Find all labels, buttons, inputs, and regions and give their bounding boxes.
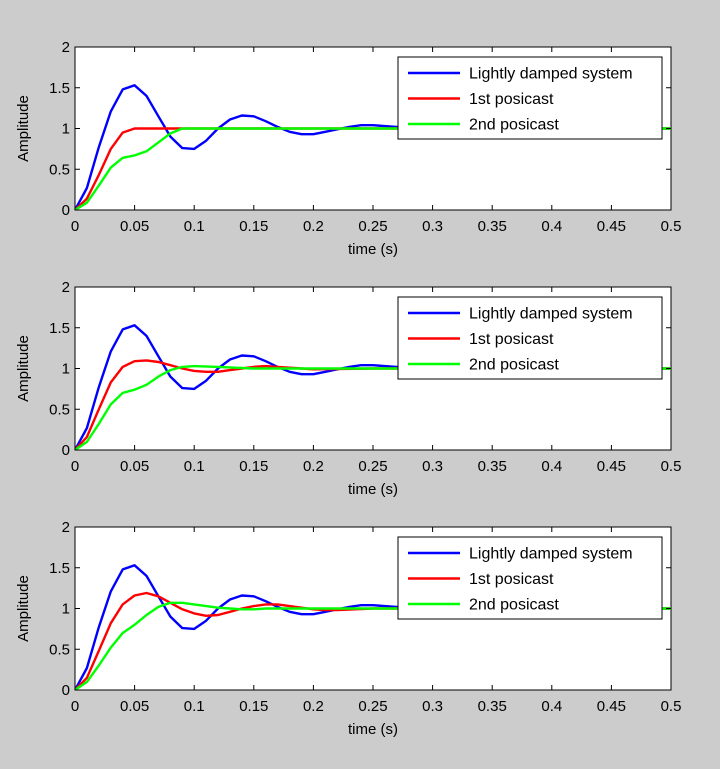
- x-tick-label: 0.25: [358, 458, 387, 475]
- legend: Lightly damped system 1st posicast 2nd pos…: [397, 56, 663, 140]
- x-tick-label: 0.1: [184, 698, 205, 715]
- y-tick-label: 1: [62, 121, 70, 138]
- x-tick-label: 0.3: [422, 218, 443, 235]
- y-tick-label: 1: [62, 361, 70, 378]
- legend: Lightly damped system 1st posicast 2nd pos…: [397, 296, 663, 380]
- legend-label-1: Lightly damped system: [469, 306, 633, 323]
- chart-panel-2: 0 0.05 0.1 0.15 0.2 0.25 0.3 0.35 0.4 0.45 0.5 0 0.5…: [15, 279, 681, 498]
- x-axis-label: time (s): [348, 241, 398, 258]
- x-tick-label: 0.5: [661, 458, 682, 475]
- x-tick-label: 0.5: [661, 698, 682, 715]
- x-tick-label: 0.2: [303, 218, 324, 235]
- legend-label-3: 2nd posicast: [469, 117, 559, 134]
- x-tick-label: 0.15: [239, 698, 268, 715]
- legend: Lightly damped system 1st posicast 2nd pos…: [397, 536, 663, 620]
- x-tick-label: 0.2: [303, 458, 324, 475]
- x-tick-label: 0.4: [541, 458, 562, 475]
- y-tick-label: 2: [62, 39, 70, 56]
- series-line-3: [75, 601, 671, 690]
- x-tick-label: 0.2: [303, 698, 324, 715]
- chart-panel-3: 0 0.05 0.1 0.15 0.2 0.25 0.3 0.35 0.4 0.45 0.5 0 0.5…: [15, 519, 681, 738]
- x-tick-label: 0.4: [541, 698, 562, 715]
- y-tick-label: 0.5: [49, 641, 70, 658]
- x-tick-label: 0: [71, 218, 79, 235]
- y-tick-label: 0.5: [49, 401, 70, 418]
- y-tick-label: 1.5: [49, 80, 70, 97]
- x-tick-label: 0.25: [358, 698, 387, 715]
- legend-label-1: Lightly damped system: [469, 66, 633, 83]
- series-line-3: [75, 364, 671, 450]
- y-tick-label: 0: [62, 682, 70, 699]
- x-tick-label: 0.45: [597, 458, 626, 475]
- x-tick-label: 0.35: [478, 698, 507, 715]
- legend-label-2: 1st posicast: [469, 91, 554, 108]
- x-tick-label: 0.35: [478, 458, 507, 475]
- x-tick-label: 0: [71, 458, 79, 475]
- x-tick-label: 0.45: [597, 698, 626, 715]
- x-tick-label: 0.5: [661, 218, 682, 235]
- y-axis-label: Amplitude: [15, 335, 32, 402]
- legend-label-3: 2nd posicast: [469, 597, 559, 614]
- x-tick-label: 0.1: [184, 218, 205, 235]
- series-line-3: [75, 127, 671, 210]
- x-tick-label: 0.3: [422, 698, 443, 715]
- x-tick-label: 0.05: [120, 218, 149, 235]
- x-tick-label: 0.45: [597, 218, 626, 235]
- x-axis-label: time (s): [348, 481, 398, 498]
- series-line-2: [75, 591, 671, 690]
- y-tick-label: 0: [62, 202, 70, 219]
- y-tick-label: 0: [62, 442, 70, 459]
- chart-panel-1: 0 0.05 0.1 0.15 0.2 0.25 0.3 0.35 0.4 0.45 0.5 0 0.5…: [15, 39, 681, 258]
- legend-label-2: 1st posicast: [469, 571, 554, 588]
- x-tick-label: 0.4: [541, 218, 562, 235]
- x-tick-label: 0.05: [120, 458, 149, 475]
- y-tick-label: 2: [62, 519, 70, 536]
- x-tick-label: 0.15: [239, 458, 268, 475]
- y-axis-label: Amplitude: [15, 95, 32, 162]
- x-tick-label: 0.1: [184, 458, 205, 475]
- y-axis-label: Amplitude: [15, 575, 32, 642]
- y-tick-label: 0.5: [49, 161, 70, 178]
- x-tick-label: 0.05: [120, 698, 149, 715]
- x-tick-label: 0.25: [358, 218, 387, 235]
- y-tick-label: 1.5: [49, 560, 70, 577]
- x-tick-label: 0.15: [239, 218, 268, 235]
- legend-label-2: 1st posicast: [469, 331, 554, 348]
- x-tick-label: 0.3: [422, 458, 443, 475]
- x-tick-label: 0: [71, 698, 79, 715]
- legend-label-3: 2nd posicast: [469, 357, 559, 374]
- legend-box: [397, 56, 663, 140]
- x-tick-label: 0.35: [478, 218, 507, 235]
- legend-label-1: Lightly damped system: [469, 546, 633, 563]
- y-tick-label: 1.5: [49, 320, 70, 337]
- x-axis-label: time (s): [348, 721, 398, 738]
- y-tick-label: 1: [62, 601, 70, 618]
- y-tick-label: 2: [62, 279, 70, 296]
